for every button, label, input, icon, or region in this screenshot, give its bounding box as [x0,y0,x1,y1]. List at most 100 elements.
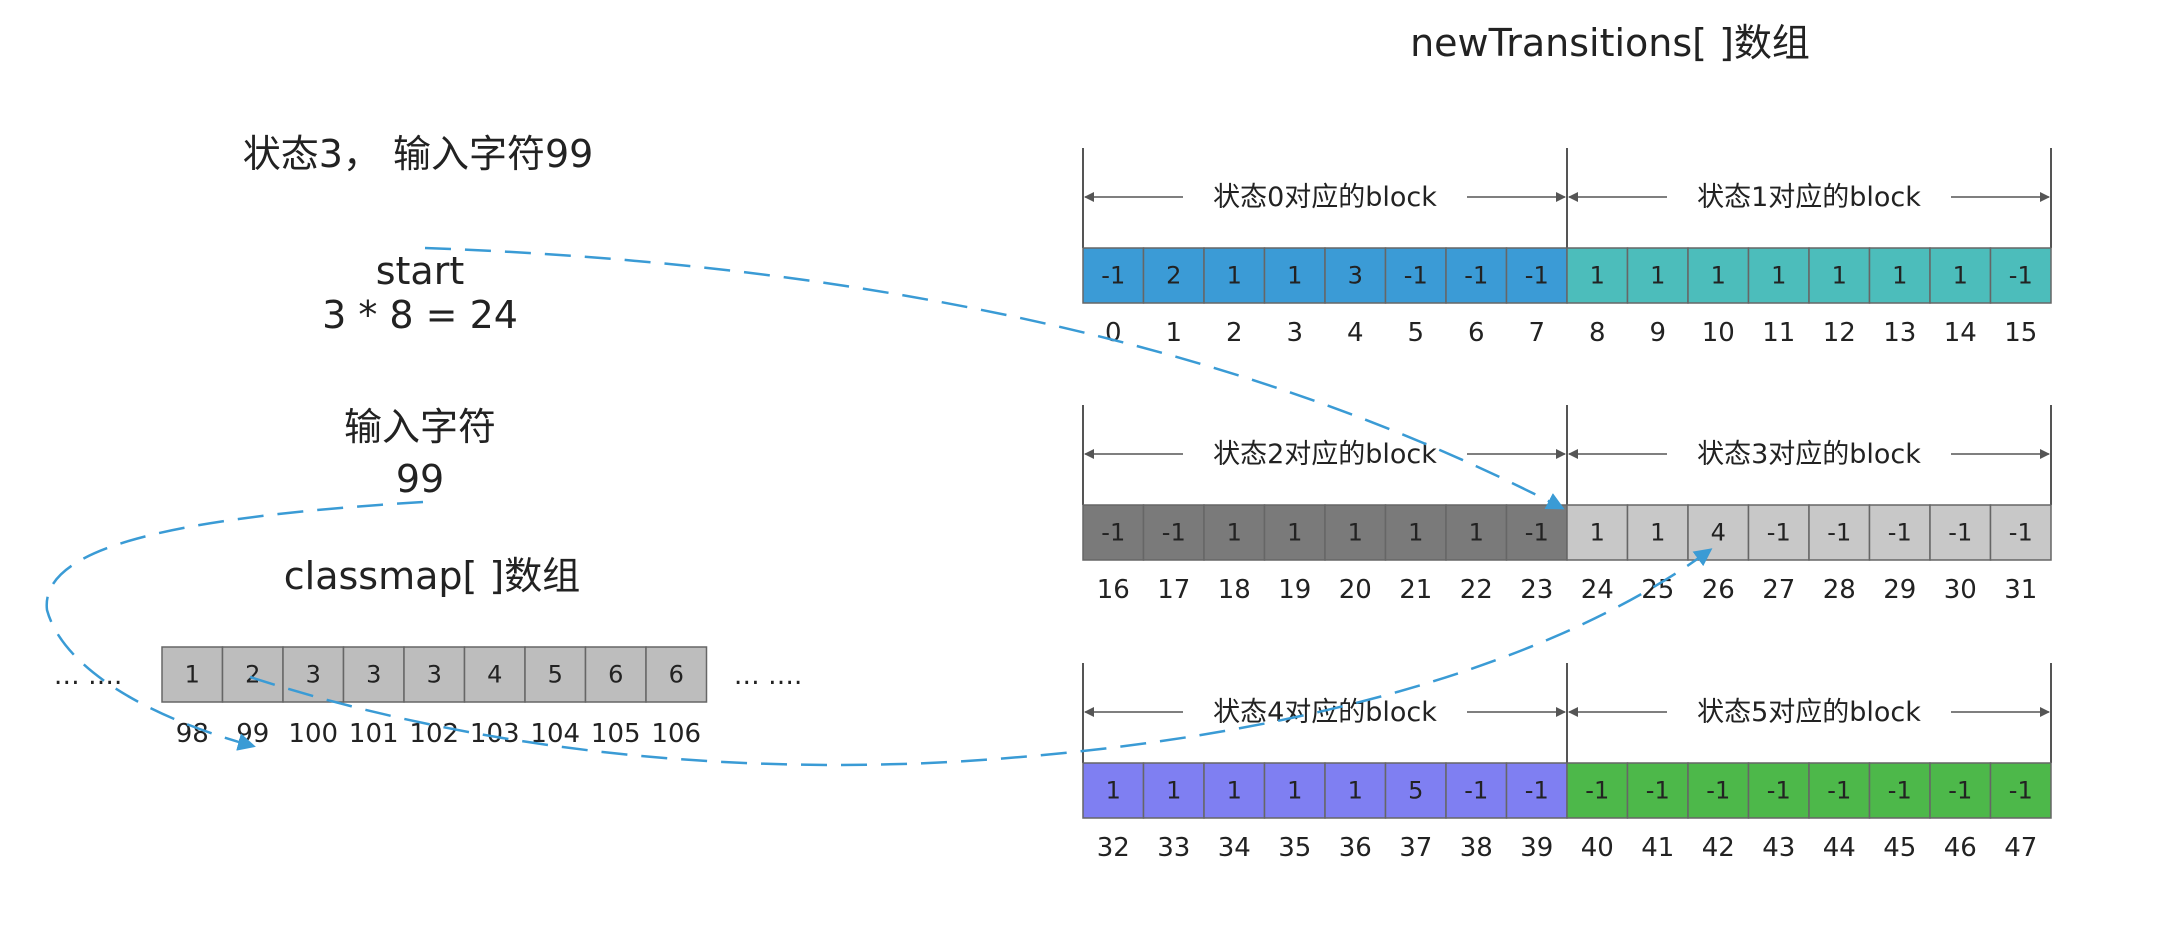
cell-index: 23 [1520,575,1553,605]
cell-value: -1 [1646,777,1670,805]
cell-value: -1 [1101,519,1125,547]
cell-index: 18 [1218,575,1251,605]
array-cell: 1 32 [1082,762,1145,863]
cell-value: 1 [1287,519,1302,547]
cell-box [1868,504,1931,561]
transition-row: 状态4对应的block 1 32 1 33 1 34 1 35 1 36 5 37 -1 38 -1 39 状态5… [1082,663,2052,863]
array-cell: 12 [1203,247,1266,348]
cell-value: 3 [366,661,381,689]
classmap-cell: 1 98 [161,646,224,749]
array-cell: -1 41 [1626,762,1689,863]
cell-index: 100 [288,719,338,749]
start-calculation: 3 * 8 = 24 [322,293,518,337]
array-cell: 1 35 [1263,762,1326,863]
cell-index: 4 [1347,318,1364,348]
cell-value: 1 [1590,262,1605,290]
cell-value: 3 [1348,262,1363,290]
array-cell: 1 20 [1324,504,1387,605]
array-cell: -1 17 [1142,504,1205,605]
cell-box [1505,504,1568,561]
classmap-cell: 2 99 [221,646,284,749]
array-cell: 19 [1626,247,1689,348]
cell-box [1082,504,1145,561]
array-cell: -1 44 [1808,762,1871,863]
array-cell: -1 46 [1929,762,1992,863]
transition-rows: 状态0对应的block-1021121334-15-16-17状态1对应的blo… [1082,148,2052,863]
start-label: start [376,249,465,293]
cell-value: 1 [1892,262,1907,290]
state-block: 状态5对应的block-140-141-142-143-144-145-146-… [1566,663,2052,863]
cell-index: 37 [1399,833,1432,863]
cell-index: 98 [176,719,209,749]
array-cell: 1 24 [1566,504,1629,605]
cell-value: -1 [2009,519,2033,547]
cell-index: 38 [1460,833,1493,863]
cell-value: 6 [669,661,684,689]
array-cell: -1 39 [1505,762,1568,863]
cell-box [1626,762,1689,819]
array-cell: 13 [1263,247,1326,348]
cell-value: 2 [1166,262,1181,290]
array-cell: -1 29 [1868,504,1931,605]
cell-index: 34 [1218,833,1251,863]
array-cell: 34 [1324,247,1387,348]
cell-box [1687,762,1750,819]
cell-index: 44 [1823,833,1856,863]
cell-index: 103 [470,719,520,749]
array-cell: -1 23 [1505,504,1568,605]
cell-index: 11 [1762,318,1795,348]
cell-index: 14 [1944,318,1977,348]
cell-index: 3 [1286,318,1303,348]
array-cell: 1 25 [1626,504,1689,605]
transition-row: 状态0对应的block-1021121334-15-16-17状态1对应的blo… [1082,148,2052,348]
classmap-cell: 3 100 [282,646,345,749]
cell-value: 1 [1106,777,1121,805]
array-cell: 1 12 [1808,247,1871,348]
cell-value: -1 [1101,262,1125,290]
array-cell: -1 6 [1445,247,1508,348]
transition-row: 状态2对应的block-116-117118119120121122-123状态… [1082,405,2052,605]
cell-index: 42 [1702,833,1735,863]
classmap-cell: 3 102 [403,646,466,749]
cell-index: 36 [1339,833,1372,863]
array-cell: 18 [1566,247,1629,348]
cell-index: 9 [1649,318,1666,348]
cell-index: 6 [1468,318,1485,348]
cell-index: 35 [1278,833,1311,863]
array-cell: 1 22 [1445,504,1508,605]
cell-value: -1 [1404,262,1428,290]
cell-value: 1 [1650,519,1665,547]
cell-index: 27 [1762,575,1795,605]
cell-box [1203,762,1266,819]
cell-box [1566,247,1629,304]
cell-box [1384,504,1447,561]
cell-box [1687,247,1750,304]
cell-index: 47 [2004,833,2037,863]
cell-value: 2 [245,661,260,689]
cell-value: -1 [1948,777,1972,805]
block-label: 状态4对应的block [1213,697,1437,728]
cell-index: 33 [1157,833,1190,863]
block-label: 状态5对应的block [1697,697,1921,728]
cell-value: 1 [1227,519,1242,547]
classmap-ellipsis-left: … …. [54,661,123,691]
cell-index: 1 [1165,318,1182,348]
cell-box [1142,247,1205,304]
cell-index: 20 [1339,575,1372,605]
cell-box [1566,504,1629,561]
classmap-cell: 4 103 [463,646,526,749]
cell-value: 1 [1227,777,1242,805]
array-cell: 1 10 [1687,247,1750,348]
cell-value: -1 [2009,777,2033,805]
cell-value: -1 [1827,519,1851,547]
cell-value: 1 [1227,262,1242,290]
cell-value: 1 [1832,262,1847,290]
cell-value: -1 [1706,777,1730,805]
cell-value: -1 [1464,777,1488,805]
cell-index: 26 [1702,575,1735,605]
array-cell: 1 18 [1203,504,1266,605]
array-cell: 5 37 [1384,762,1447,863]
cell-index: 41 [1641,833,1674,863]
